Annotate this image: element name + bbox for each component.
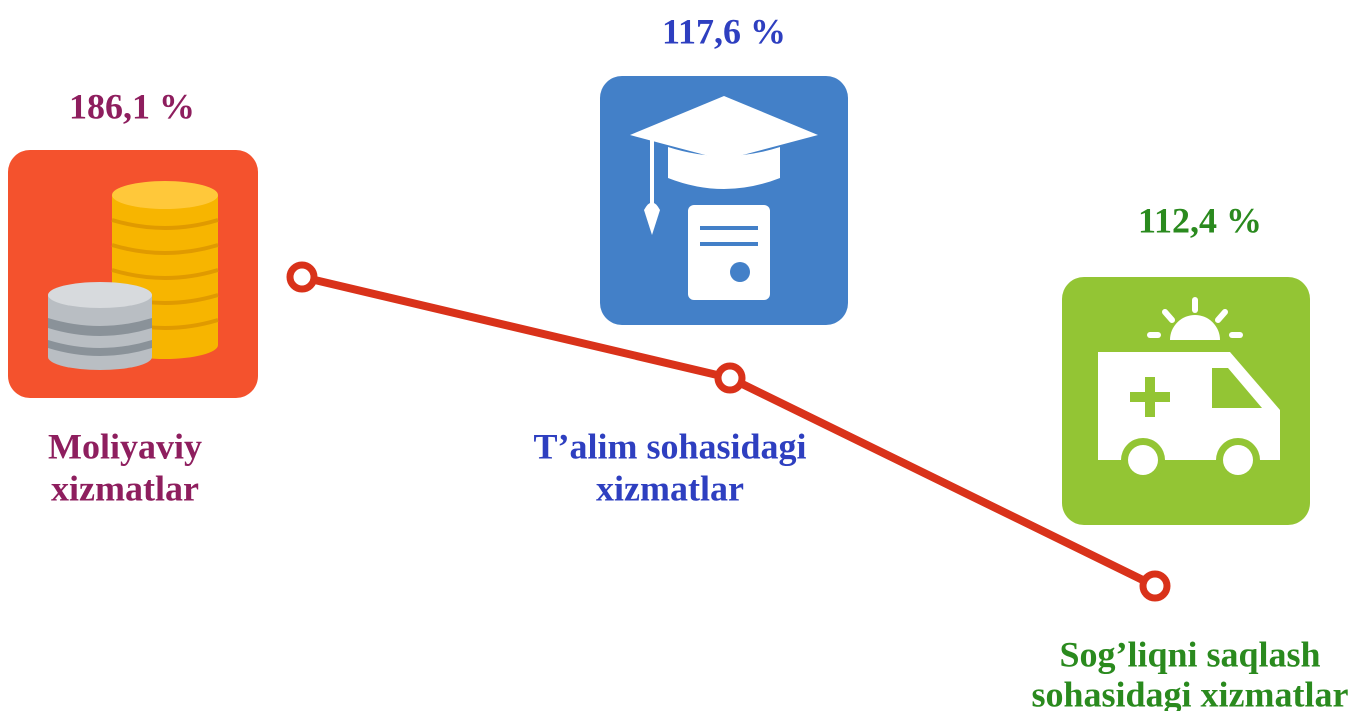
item-label: Sog’liqni saqlash xyxy=(1059,634,1320,674)
item-label: xizmatlar xyxy=(51,468,199,508)
item-label: Moliyaviy xyxy=(48,426,202,466)
item-label: T’alim sohasidagi xyxy=(533,426,806,466)
line-node xyxy=(714,362,746,394)
line-node xyxy=(286,261,318,293)
value-label: 112,4 % xyxy=(1138,200,1262,240)
finance-icon xyxy=(8,150,258,398)
value-label: 117,6 % xyxy=(662,11,786,51)
value-label: 186,1 % xyxy=(69,86,195,126)
item-label: sohasidagi xizmatlar xyxy=(1031,674,1348,711)
education-icon xyxy=(600,76,848,325)
item-label: xizmatlar xyxy=(596,468,744,508)
line-node xyxy=(1139,570,1171,602)
ambulance-icon xyxy=(1062,277,1310,525)
